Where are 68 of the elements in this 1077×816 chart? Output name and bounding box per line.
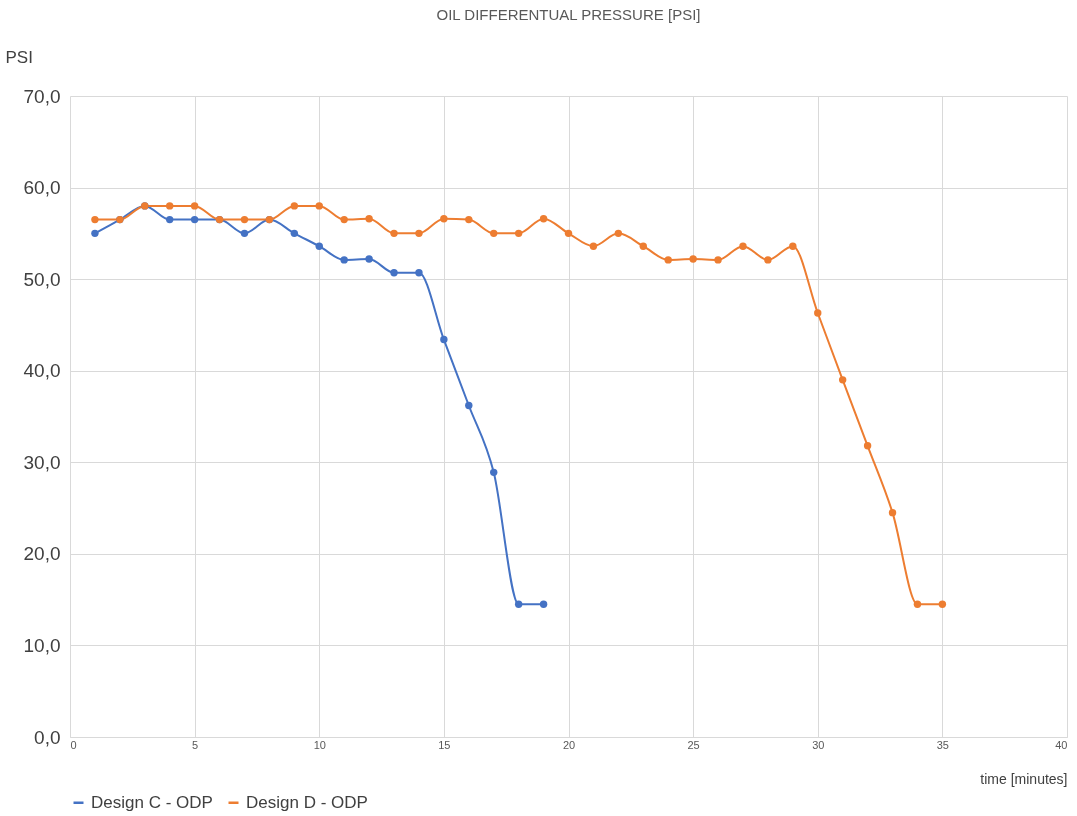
chart-title: OIL DIFFERENTUAL PRESSURE [PSI] <box>436 6 701 23</box>
x-tick-label: 40 <box>1055 738 1068 751</box>
point <box>165 215 174 224</box>
y-tick-label: 70,0 <box>23 85 61 107</box>
point <box>664 256 672 264</box>
point <box>165 202 174 210</box>
point <box>539 215 548 223</box>
x-tick-label: 25 <box>687 738 700 751</box>
x-tick-label: 5 <box>192 738 199 751</box>
point <box>838 376 847 384</box>
point <box>91 215 99 224</box>
x-tick-label: 15 <box>438 738 451 751</box>
point <box>888 508 897 517</box>
y-tick-label: 60,0 <box>23 177 61 199</box>
x-tick-label: 35 <box>936 738 949 751</box>
point <box>614 229 623 238</box>
point <box>365 255 373 263</box>
point <box>240 229 249 238</box>
x-axis-title: time [minutes] <box>980 770 1068 787</box>
point <box>465 401 473 410</box>
point <box>190 215 199 224</box>
point <box>315 242 323 250</box>
y-tick-label: 50,0 <box>23 268 61 290</box>
point <box>689 255 697 263</box>
point <box>365 215 373 223</box>
x-tick-label: 0 <box>70 738 77 751</box>
point <box>514 229 523 238</box>
point <box>514 600 523 608</box>
point <box>863 442 872 450</box>
point <box>290 202 299 210</box>
x-tick-label: 10 <box>313 738 326 751</box>
point <box>764 256 772 264</box>
point <box>564 229 573 238</box>
point <box>190 202 199 210</box>
point <box>290 229 299 238</box>
point <box>490 468 498 477</box>
y-tick-label: 0,0 <box>34 726 61 748</box>
point <box>739 242 747 250</box>
y-tick-label: 10,0 <box>23 634 61 656</box>
x-tick-label: 30 <box>812 738 825 751</box>
point <box>913 600 922 608</box>
y-tick-label: 40,0 <box>23 360 61 382</box>
point <box>340 215 348 224</box>
point <box>415 229 423 238</box>
point <box>465 215 473 224</box>
point <box>315 202 323 210</box>
x-tick-label: 20 <box>562 738 576 751</box>
y-tick-label: 20,0 <box>23 543 61 565</box>
point <box>589 242 598 250</box>
point <box>390 269 398 277</box>
point <box>938 600 947 608</box>
point <box>91 229 99 238</box>
point <box>789 242 797 250</box>
point <box>390 229 398 238</box>
y-tick-label: 30,0 <box>23 451 61 473</box>
point <box>440 215 448 223</box>
point <box>440 335 448 344</box>
legend-label: Design C - ODP <box>91 792 213 812</box>
legend-label: Design D - ODP <box>246 792 368 812</box>
point <box>714 256 722 264</box>
y-axis-title: PSI <box>5 47 33 67</box>
point <box>539 600 548 608</box>
point <box>415 269 423 277</box>
point <box>490 229 498 238</box>
point <box>340 256 348 264</box>
point <box>639 242 647 250</box>
point <box>814 309 822 317</box>
point <box>240 215 249 224</box>
